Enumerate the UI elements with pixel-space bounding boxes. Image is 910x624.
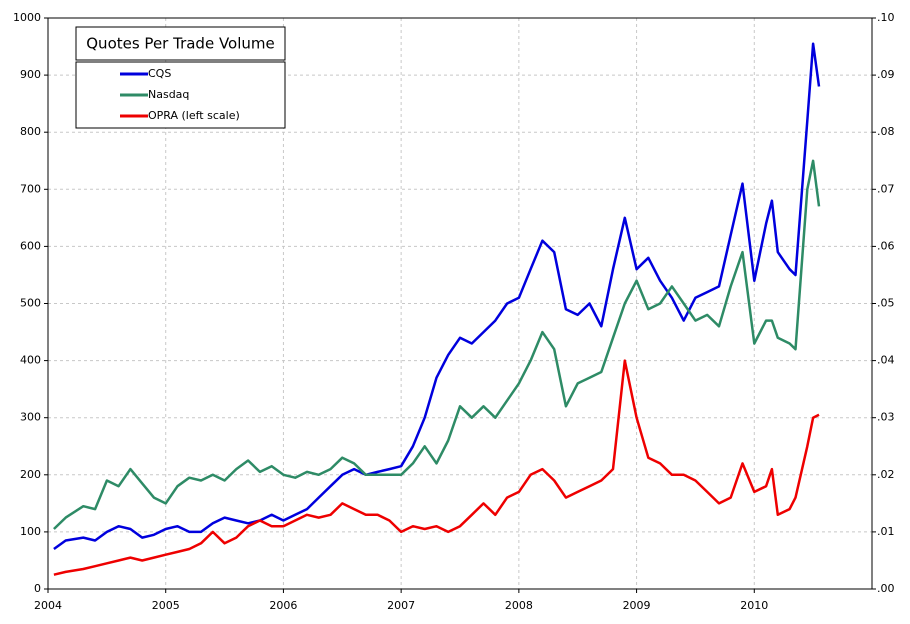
y2-tick-label: .03: [877, 411, 895, 424]
x-tick-label: 2009: [623, 599, 651, 612]
y2-tick-label: .05: [877, 297, 895, 310]
x-tick-label: 2005: [152, 599, 180, 612]
y-tick-label: 500: [20, 297, 41, 310]
y2-tick-label: .02: [877, 468, 895, 481]
x-tick-label: 2004: [34, 599, 62, 612]
x-tick-label: 2006: [269, 599, 297, 612]
y-tick-label: 400: [20, 354, 41, 367]
y2-tick-label: .00: [877, 582, 895, 595]
y2-tick-label: .09: [877, 68, 895, 81]
y2-tick-label: .06: [877, 239, 895, 252]
y-tick-label: 0: [34, 582, 41, 595]
y2-tick-label: .08: [877, 125, 895, 138]
y-tick-label: 100: [20, 525, 41, 538]
y-tick-label: 600: [20, 239, 41, 252]
y-tick-label: 900: [20, 68, 41, 81]
y2-tick-label: .04: [877, 354, 895, 367]
y-tick-label: 1000: [13, 11, 41, 24]
series-line: [53, 359, 820, 576]
title-box: [75, 26, 286, 61]
plot-frame: [47, 17, 873, 590]
series-line: [53, 42, 821, 551]
legend-label: Nasdaq: [148, 88, 189, 101]
x-tick-label: 2010: [740, 599, 768, 612]
legend-box: [75, 61, 286, 129]
legend-label: CQS: [148, 67, 171, 80]
y-tick-label: 200: [20, 468, 41, 481]
legend-label: OPRA (left scale): [148, 109, 240, 122]
y2-tick-label: .10: [877, 11, 895, 24]
y2-tick-label: .01: [877, 525, 895, 538]
y-tick-label: 700: [20, 182, 41, 195]
x-tick-label: 2008: [505, 599, 533, 612]
x-tick-label: 2007: [387, 599, 415, 612]
y-tick-label: 800: [20, 125, 41, 138]
y-tick-label: 300: [20, 411, 41, 424]
chart-title: Quotes Per Trade Volume: [86, 35, 274, 53]
y2-tick-label: .07: [877, 182, 895, 195]
series-line: [53, 159, 821, 530]
